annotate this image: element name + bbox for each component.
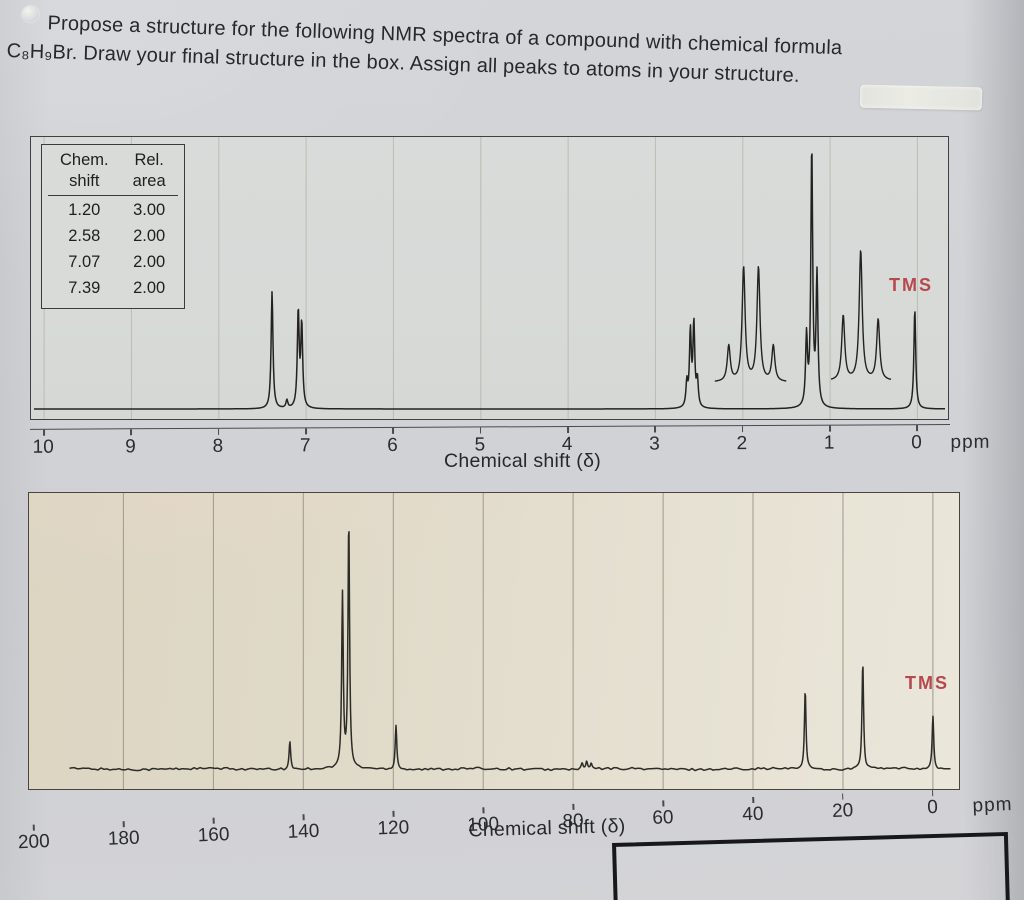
x-tick-mark: [482, 807, 485, 814]
table-header-row: Chem. shift Rel. area: [48, 149, 178, 197]
tms-label-13c: TMS: [905, 673, 949, 693]
table-row: 2.58 2.00: [48, 222, 178, 248]
x-tick-mark: [654, 426, 656, 433]
x-tick-mark: [217, 428, 220, 435]
integration-table: Chem. shift Rel. area 1.20 3.00 2.58 2.00 7.07 2.…: [41, 144, 185, 309]
table-row: 1.20 3.00: [48, 196, 178, 223]
x-tick-mark: [33, 824, 35, 831]
x-tick-mark: [829, 425, 831, 432]
x-tick-mark: [212, 817, 215, 824]
table-row: 7.39 2.00: [48, 275, 178, 301]
table-row: 7.07 2.00: [48, 249, 178, 275]
x-tick-mark: [130, 429, 132, 436]
x-tick-mark: [567, 426, 569, 434]
integration-table-grid: Chem. shift Rel. area 1.20 3.00 2.58 2.00 7.07 2.…: [48, 149, 178, 301]
x-tick-mark: [931, 790, 934, 797]
problem-statement: Propose a structure for the following NM…: [6, 8, 967, 96]
table-cell: 7.39: [68, 279, 101, 298]
h1-spectrum-trace: [33, 137, 946, 419]
c13-spectrum-trace: [69, 493, 951, 789]
h1-x-axis-title: Chemical shift (δ): [443, 450, 602, 472]
c13-nmr-spectrum: TMS: [28, 492, 960, 790]
table-cell: 2.00: [133, 253, 166, 271]
x-tick-mark: [479, 427, 482, 434]
table-cell: 7.07: [68, 253, 101, 271]
x-tick-mark: [662, 800, 665, 807]
x-tick-mark: [572, 803, 575, 810]
x-tick-mark: [741, 426, 744, 433]
x-tick-mark: [305, 428, 307, 435]
x-tick-mark: [842, 793, 844, 800]
bullet-icon: [22, 6, 39, 22]
x-tick-mark: [123, 821, 125, 828]
tms-label-1h: TMS: [889, 275, 933, 295]
x-tick-mark: [392, 427, 394, 434]
x-tick-mark: [916, 425, 918, 432]
table-cell: 2.00: [133, 226, 166, 245]
x-tick-mark: [752, 796, 754, 804]
table-header-cell: Chem. shift: [48, 149, 121, 197]
answer-box[interactable]: [612, 831, 1012, 900]
table-cell: 1.20: [68, 200, 101, 219]
table-cell: 2.58: [68, 226, 101, 245]
table-header-cell: Rel. area: [120, 149, 178, 197]
h1-nmr-spectrum: Chem. shift Rel. area 1.20 3.00 2.58 2.00 7.07 2.…: [30, 136, 949, 420]
correction-tape-smudge: [859, 84, 983, 111]
x-tick-mark: [392, 810, 395, 817]
table-cell: 2.00: [133, 279, 166, 298]
x-tick-mark: [302, 814, 305, 821]
table-cell: 3.00: [133, 200, 166, 219]
x-tick-mark: [43, 429, 45, 436]
